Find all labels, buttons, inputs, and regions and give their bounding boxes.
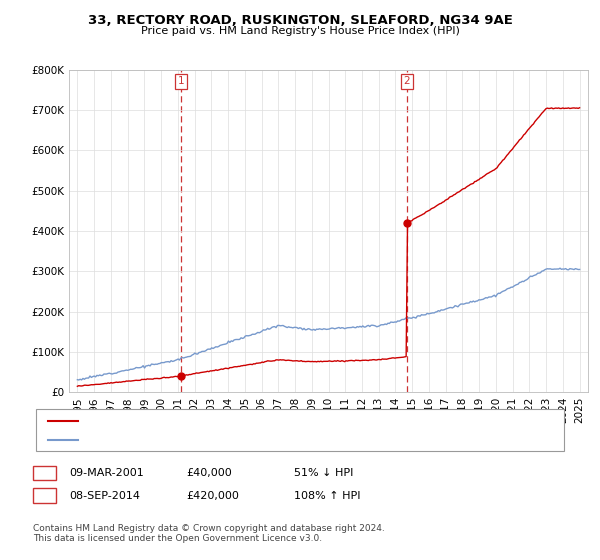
Text: 33, RECTORY ROAD, RUSKINGTON, SLEAFORD, NG34 9AE (detached house): 33, RECTORY ROAD, RUSKINGTON, SLEAFORD, … — [84, 416, 460, 426]
Text: 33, RECTORY ROAD, RUSKINGTON, SLEAFORD, NG34 9AE: 33, RECTORY ROAD, RUSKINGTON, SLEAFORD, … — [88, 14, 512, 27]
Text: Price paid vs. HM Land Registry's House Price Index (HPI): Price paid vs. HM Land Registry's House … — [140, 26, 460, 36]
Text: 09-MAR-2001: 09-MAR-2001 — [69, 468, 144, 478]
Text: 51% ↓ HPI: 51% ↓ HPI — [294, 468, 353, 478]
Text: 1: 1 — [178, 76, 184, 86]
Text: 108% ↑ HPI: 108% ↑ HPI — [294, 491, 361, 501]
Text: £420,000: £420,000 — [186, 491, 239, 501]
Text: HPI: Average price, detached house, North Kesteven: HPI: Average price, detached house, Nort… — [84, 435, 345, 445]
Text: 2: 2 — [403, 76, 410, 86]
Text: Contains HM Land Registry data © Crown copyright and database right 2024.
This d: Contains HM Land Registry data © Crown c… — [33, 524, 385, 543]
Text: 08-SEP-2014: 08-SEP-2014 — [69, 491, 140, 501]
Text: £40,000: £40,000 — [186, 468, 232, 478]
Text: 1: 1 — [41, 468, 48, 478]
Text: 2: 2 — [41, 491, 48, 501]
